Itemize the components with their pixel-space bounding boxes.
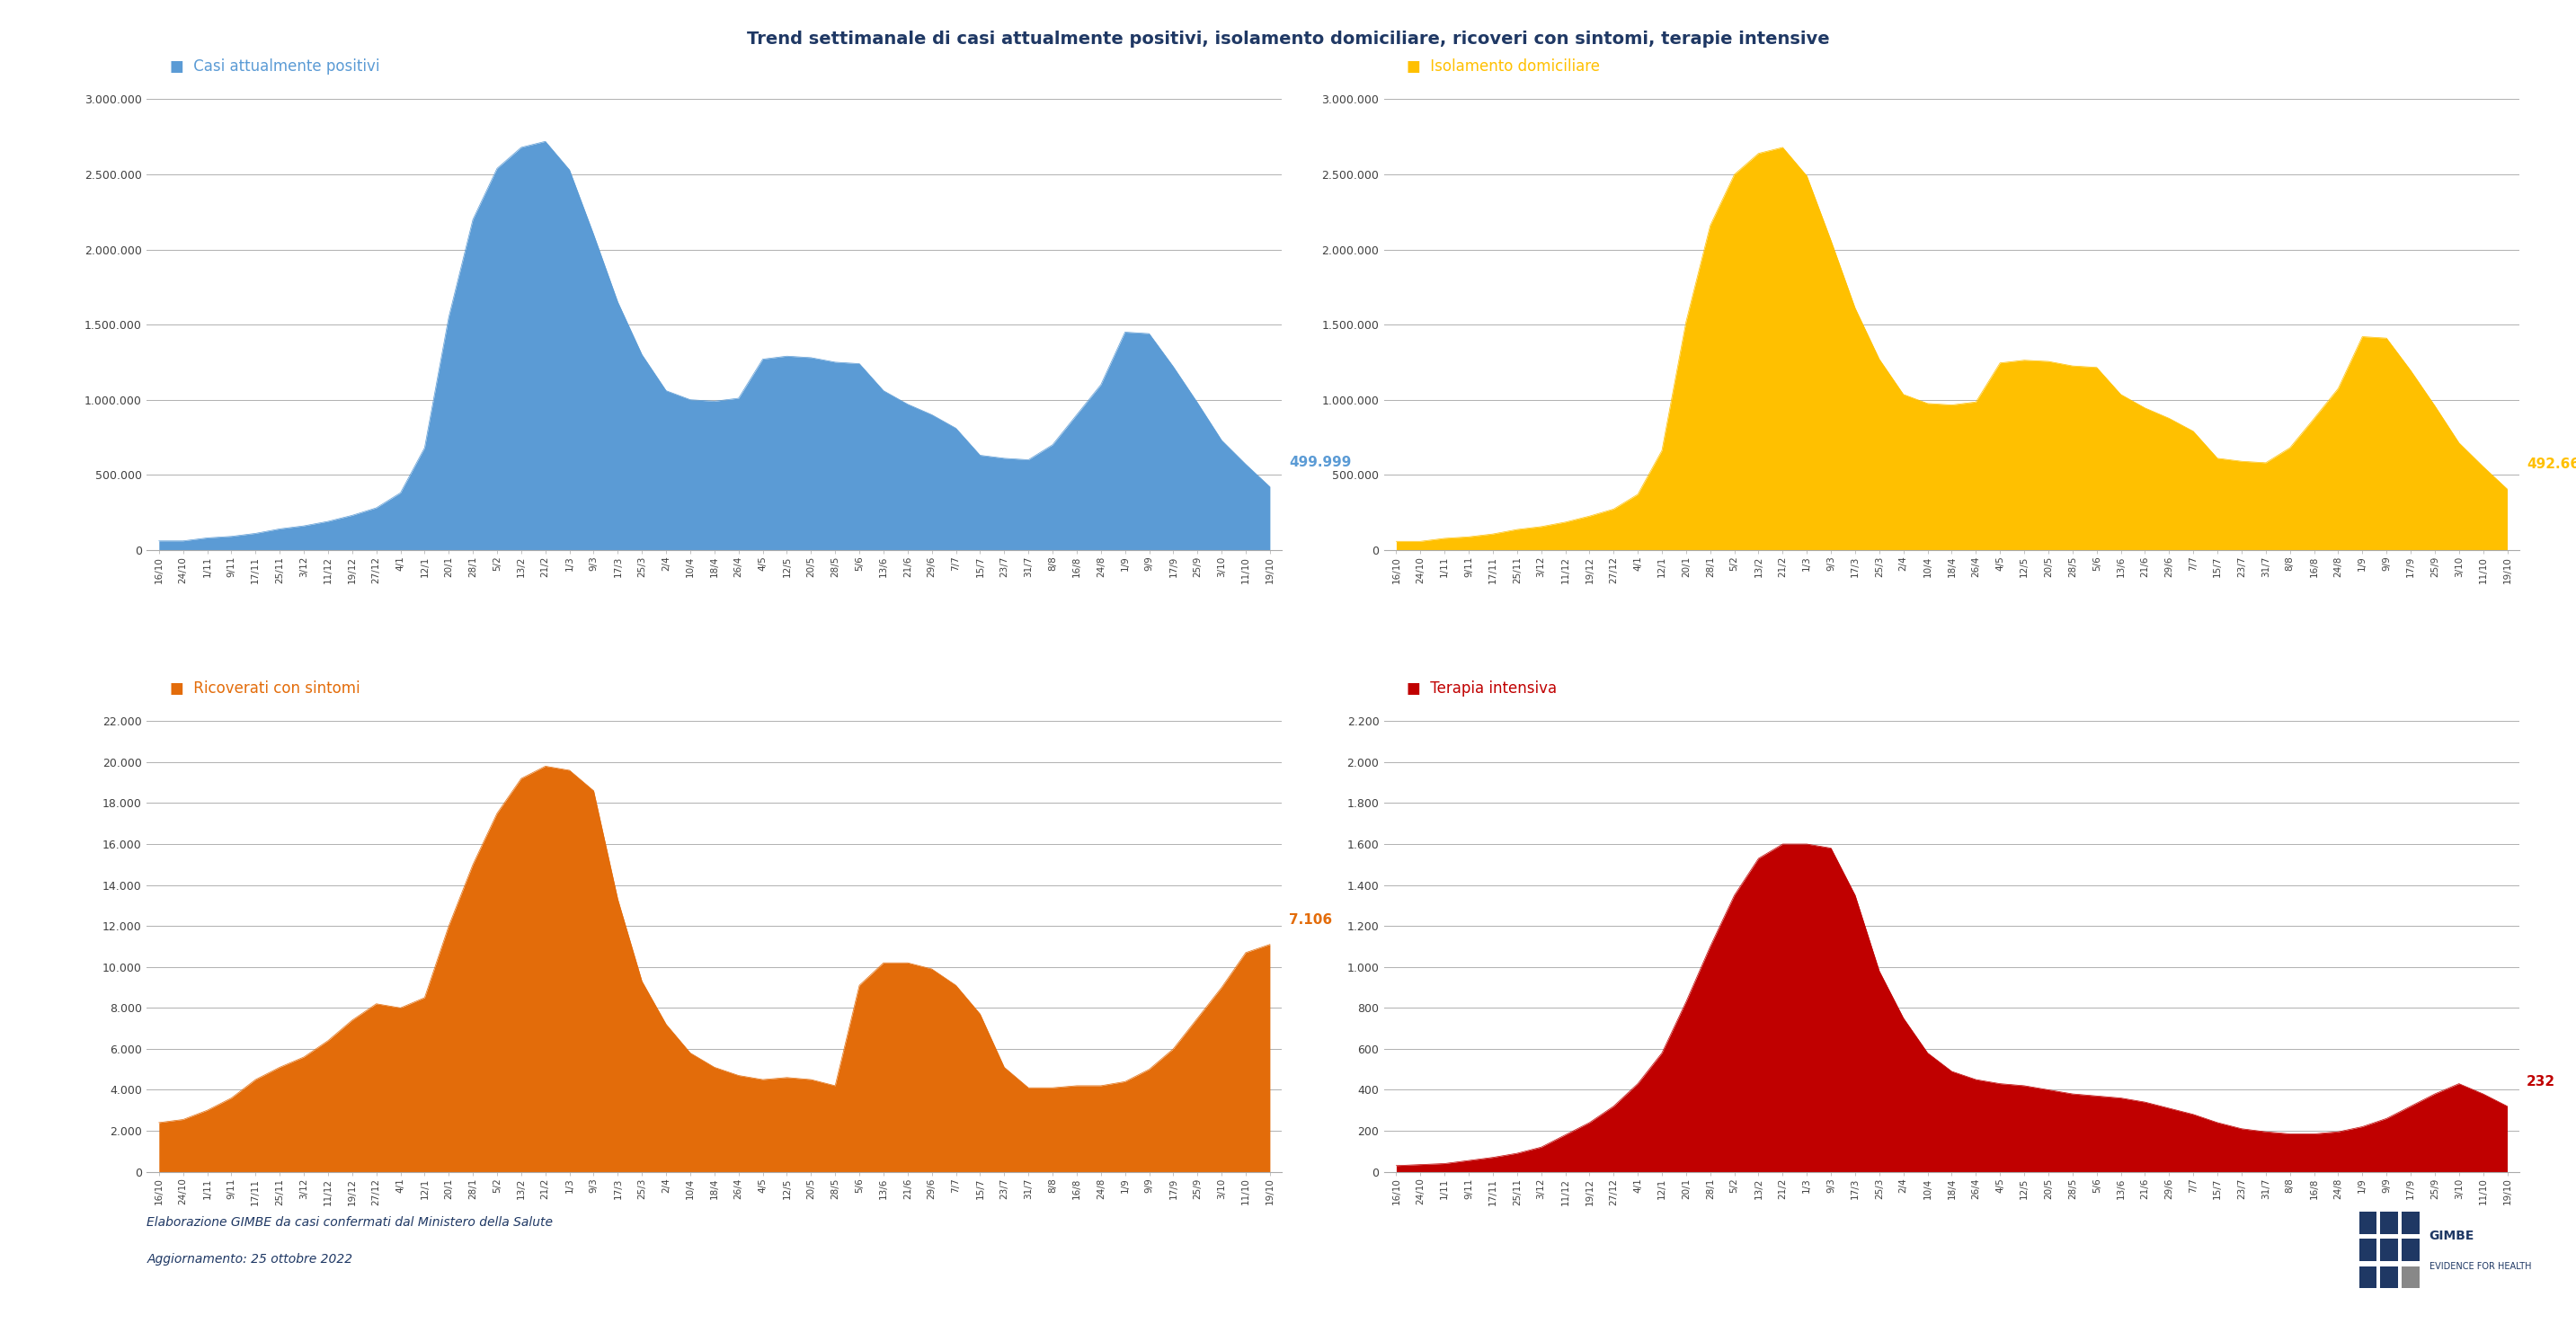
Text: ■  Casi attualmente positivi: ■ Casi attualmente positivi (170, 58, 379, 74)
Bar (2360, 1266, 2375, 1288)
Text: ■  Isolamento domiciliare: ■ Isolamento domiciliare (1406, 58, 1600, 74)
Text: Elaborazione GIMBE da casi confermati dal Ministero della Salute: Elaborazione GIMBE da casi confermati da… (147, 1215, 554, 1229)
Text: 499.999: 499.999 (1288, 455, 1352, 469)
Bar (2380, 1266, 2398, 1288)
Bar (2380, 1239, 2398, 1260)
Bar (2401, 1239, 2419, 1260)
Bar (2401, 1266, 2419, 1288)
Bar (2360, 1211, 2375, 1234)
Text: Trend settimanale di casi attualmente positivi, isolamento domiciliare, ricoveri: Trend settimanale di casi attualmente po… (747, 30, 1829, 48)
Text: GIMBE: GIMBE (2429, 1229, 2476, 1242)
Bar (2380, 1211, 2398, 1234)
Bar (2401, 1211, 2419, 1234)
Text: ■  Terapia intensiva: ■ Terapia intensiva (1406, 681, 1556, 696)
Text: Aggiornamento: 25 ottobre 2022: Aggiornamento: 25 ottobre 2022 (147, 1253, 353, 1266)
Text: 492.661: 492.661 (2527, 458, 2576, 471)
Text: ■  Ricoverati con sintomi: ■ Ricoverati con sintomi (170, 681, 361, 696)
Text: 232: 232 (2527, 1075, 2555, 1088)
Text: 7.106: 7.106 (1288, 912, 1332, 927)
Bar (2360, 1239, 2375, 1260)
Text: EVIDENCE FOR HEALTH: EVIDENCE FOR HEALTH (2429, 1262, 2532, 1271)
